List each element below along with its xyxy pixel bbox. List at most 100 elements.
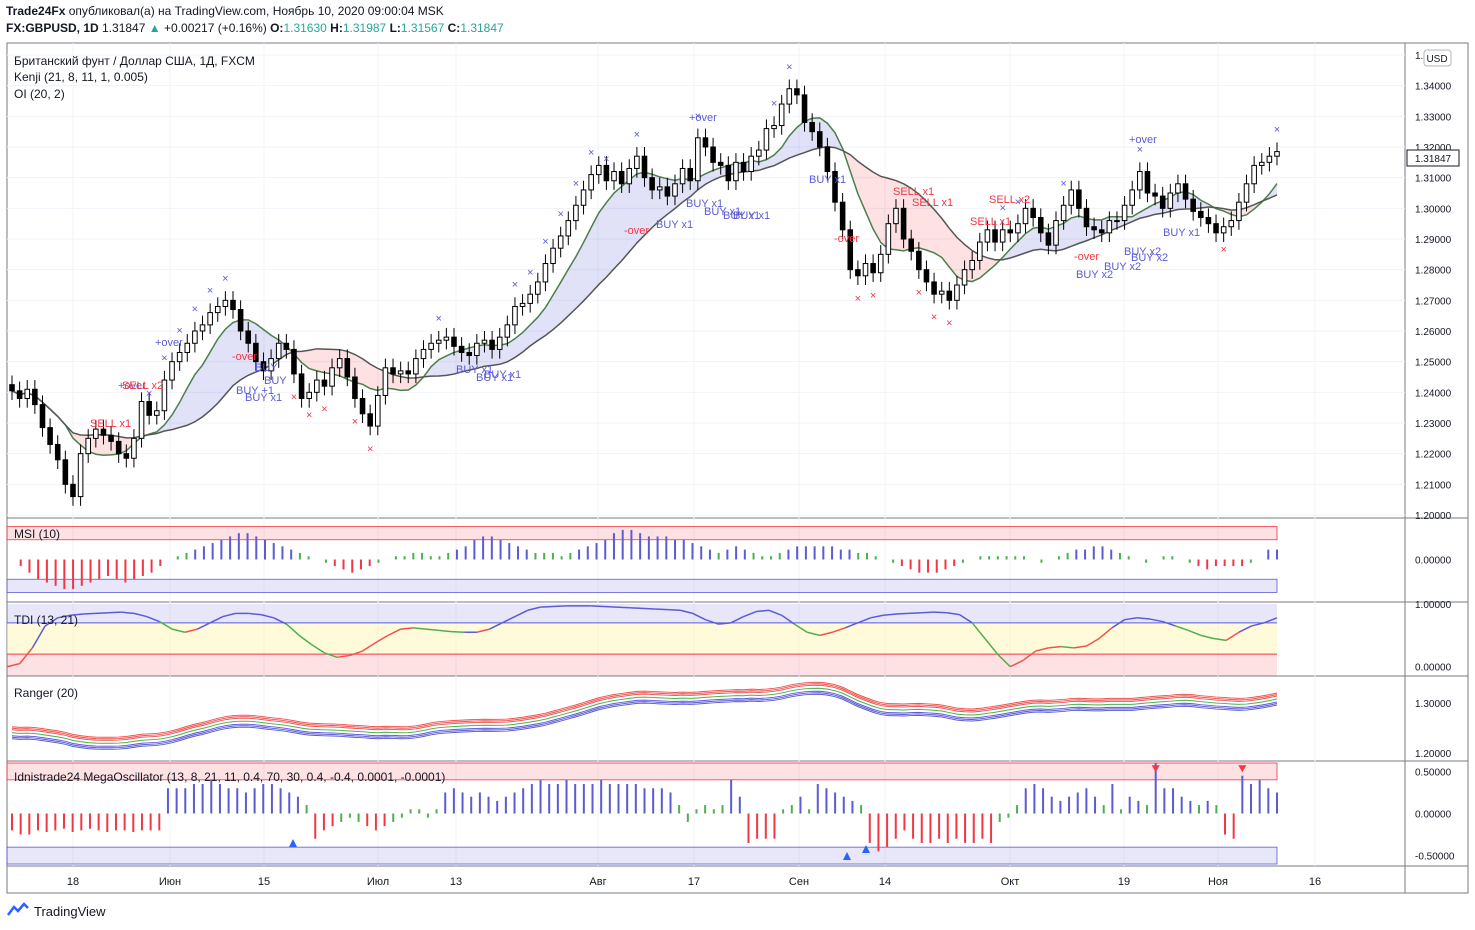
kenji-cloud-segment [766,155,775,168]
candle-body [1129,189,1135,206]
kenji-cloud-segment [362,358,371,389]
candle-body [512,305,518,326]
kenji-cloud-segment [789,127,797,159]
ranger-line [11,692,1278,749]
tdi-line-segment [400,627,414,630]
tdi-line-segment [501,615,516,624]
candle-body [207,312,213,326]
candle-body [504,324,511,338]
candle-body [1045,232,1052,246]
tdi-tick-label: 0.00000 [1415,663,1452,674]
oversold-marker: × [931,312,937,324]
tdi-line-segment [324,652,338,659]
overbought-marker: × [512,279,518,291]
candle-body [1190,198,1196,212]
overbought-marker: × [527,267,533,279]
candle-body [466,351,473,357]
candle-body [359,397,366,415]
candle-body [176,351,183,363]
kenji-cloud-segment [225,322,233,395]
tdi-line-segment [641,607,655,610]
overbought-marker: × [588,147,594,159]
candle-body [946,290,953,301]
oversold-marker: × [367,443,373,455]
candle-body [550,247,556,265]
time-tick-label: 14 [879,876,891,888]
tdi-line-segment [108,611,122,614]
tdi-line-segment [971,622,986,639]
kenji-cloud-segment [781,135,790,162]
tdi-line-segment [349,650,363,657]
overbought-marker: × [161,353,167,365]
indicator-label-oi: OI (20, 2) [14,87,65,101]
signal-label: BUY x1 [723,210,760,222]
signal-label: +over [689,112,717,124]
tdi-line-segment [1200,634,1214,640]
candle-body [1037,217,1044,234]
price-tick-label: 1.29000 [1415,235,1452,246]
candle-body [535,281,541,295]
candle-body [352,376,358,399]
kenji-cloud-segment [659,176,668,221]
tdi-line-segment [159,620,173,630]
tdi-line-segment [527,606,541,612]
candle-body [595,164,602,176]
candle-body [656,186,663,191]
ranger-tick-label: 1.30000 [1415,699,1452,710]
low-label: L: [389,21,401,35]
tdi-line-segment [1251,622,1265,627]
candle-body [291,348,297,375]
tdi-line-segment [273,617,287,625]
time-tick-label: Июл [367,876,389,888]
tdi-line-segment [1162,620,1176,627]
candle-body [1251,164,1257,185]
signal-label: BUY x2 [1124,246,1161,258]
candle-body [877,253,884,274]
overbought-marker: × [192,304,198,316]
tdi-line-segment [946,612,960,616]
tdi-line-segment [629,607,643,610]
open-value: 1.31630 [283,21,327,35]
candle-body [374,394,381,427]
time-tick-label: 16 [1309,876,1321,888]
tdi-line-segment [197,622,211,630]
candle-body [1159,195,1166,209]
price-tick-label: 1.32000 [1415,143,1452,154]
candle-body [717,161,724,166]
price-tick-label: 1.22000 [1415,450,1452,461]
currency-label: USD [1426,54,1447,65]
kenji-cloud-segment [484,344,493,367]
publisher-name[interactable]: Trade24Fx [6,4,66,18]
tdi-line-segment [959,614,973,624]
candle-body [1274,151,1280,157]
signal-label: SELL x1 [912,197,953,209]
mega-tick-label: 0.50000 [1415,767,1452,778]
candle-body [1137,171,1143,191]
candle-body [580,189,587,206]
candle-body [458,345,465,353]
price-tick-label: 1.24000 [1415,388,1452,399]
candle-body [420,348,427,360]
tdi-lower-band [7,654,1277,677]
candle-body [672,183,678,197]
ranger-line [11,687,1278,744]
overbought-marker: × [176,325,182,337]
candle-body [382,367,389,396]
kenji-cloud-segment [370,364,378,391]
mega-pane-title: Idnistrade24 MegaOscillator (13, 8, 21, … [14,770,445,784]
footer-brand[interactable]: TradingView [6,902,106,921]
candle-body [161,379,168,412]
mega-buy-triangle [289,839,297,847]
tdi-line-segment [426,628,439,632]
tdi-line-segment [870,614,884,619]
candle-body [321,379,328,387]
price-tick-label: 1.28000 [1415,266,1452,277]
oversold-marker: × [321,404,327,416]
candle-body [1167,192,1174,209]
tdi-line-segment [743,610,757,618]
mega-buy-triangle [862,845,870,853]
candle-body [969,259,975,271]
candle-body [862,263,869,277]
candle-body [1213,223,1219,234]
